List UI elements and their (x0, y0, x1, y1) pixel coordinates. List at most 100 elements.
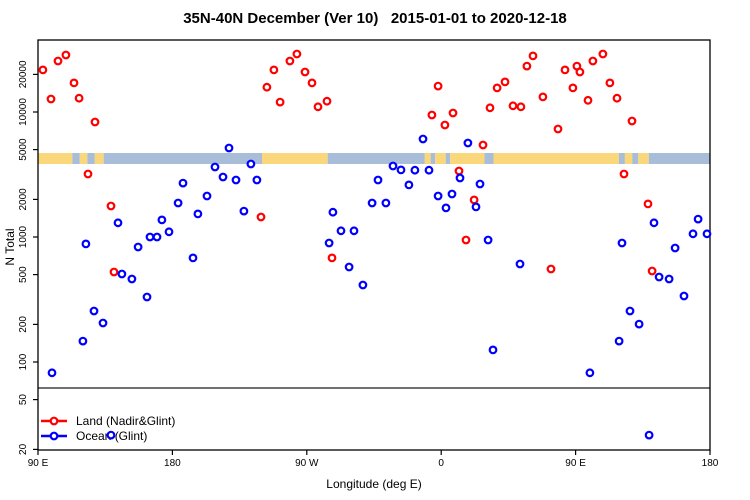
land-data-point (612, 93, 622, 103)
surface-band-land (624, 153, 633, 164)
land-data-point (322, 96, 332, 106)
ocean-data-point (488, 345, 498, 355)
y-tick-label: 50 (18, 394, 29, 406)
land-data-point (53, 56, 63, 66)
y-tick-label: 20 (18, 443, 29, 455)
land-data-point (516, 102, 526, 112)
surface-band-ocean (430, 153, 436, 164)
ocean-data-point (381, 198, 391, 208)
x-axis-label: Longitude (deg E) (326, 477, 422, 491)
land-data-point (643, 199, 653, 209)
ocean-data-point (239, 206, 249, 216)
land-data-point (83, 169, 93, 179)
land-data-point (74, 93, 84, 103)
ocean-data-point (625, 306, 635, 316)
land-data-point (448, 108, 458, 118)
land-data-point (427, 110, 437, 120)
land-data-point (285, 56, 295, 66)
ocean-data-point (388, 161, 398, 171)
land-data-point (508, 101, 518, 111)
ocean-data-point (617, 238, 627, 248)
ocean-data-point (133, 242, 143, 252)
ocean-data-point (373, 175, 383, 185)
ocean-data-point (471, 202, 481, 212)
ocean-data-point (218, 172, 228, 182)
land-data-point (300, 67, 310, 77)
ocean-data-point (152, 232, 162, 242)
land-data-point (553, 124, 563, 134)
ocean-data-point (404, 180, 414, 190)
ocean-data-point (231, 175, 241, 185)
land-data-point (90, 117, 100, 127)
ocean-data-point (157, 215, 167, 225)
surface-band-land (638, 153, 649, 164)
ocean-data-point (358, 280, 368, 290)
ocean-data-point (188, 253, 198, 263)
land-data-point (61, 50, 71, 60)
land-data-point (500, 77, 510, 87)
land-data-point (307, 78, 317, 88)
surface-band-land (262, 153, 328, 164)
surface-band-land (94, 153, 104, 164)
ocean-data-point (98, 318, 108, 328)
surface-band-land (450, 153, 485, 164)
ocean-data-point (324, 238, 334, 248)
land-data-point (627, 116, 637, 126)
surface-band-ocean (484, 153, 494, 164)
ocean-data-point (515, 259, 525, 269)
legend-item-ocean: Ocean (Glint) (40, 428, 175, 443)
land-data-point (605, 78, 615, 88)
ocean-data-point (670, 243, 680, 253)
ocean-data-point (654, 272, 664, 282)
ocean-data-point (81, 239, 91, 249)
ocean-data-point (463, 138, 473, 148)
land-data-point (46, 94, 56, 104)
ocean-data-point (367, 198, 377, 208)
land-data-point (522, 61, 532, 71)
ocean-data-point (178, 178, 188, 188)
legend: Land (Nadir&Glint) Ocean (Glint) (40, 413, 175, 443)
y-tick-label: 5000 (18, 138, 29, 161)
surface-band-land (435, 153, 446, 164)
y-tick-label: 200 (18, 316, 29, 333)
land-data-point (619, 169, 629, 179)
ocean-data-point (252, 175, 262, 185)
ocean-data-point (475, 179, 485, 189)
ocean-data-point (89, 306, 99, 316)
x-tick-label: 180 (702, 458, 719, 469)
land-data-point (647, 266, 657, 276)
ocean-data-point (634, 319, 644, 329)
ocean-data-point (396, 165, 406, 175)
land-data-point (575, 67, 585, 77)
land-data-point (528, 51, 538, 61)
land-data-point (269, 65, 279, 75)
ocean-data-point (679, 291, 689, 301)
land-data-point (546, 264, 556, 274)
surface-band-ocean (618, 153, 625, 164)
surface-band-ocean (87, 153, 95, 164)
land-data-point (492, 83, 502, 93)
legend-label-land: Land (Nadir&Glint) (76, 413, 176, 428)
ocean-data-point (410, 165, 420, 175)
ocean-data-point (117, 269, 127, 279)
y-axis-label: N Total (3, 228, 17, 266)
land-data-point (38, 65, 48, 75)
series-ocean (47, 134, 712, 440)
ocean-marker-icon (41, 431, 67, 440)
ocean-data-point (644, 430, 654, 440)
ocean-data-point (424, 165, 434, 175)
land-data-point (469, 195, 479, 205)
land-data-point (461, 235, 471, 245)
y-tick-label: 500 (18, 266, 29, 283)
ocean-data-point (336, 226, 346, 236)
land-data-point (583, 95, 593, 105)
land-data-point (292, 49, 302, 59)
land-data-point (588, 56, 598, 66)
ocean-data-point (113, 218, 123, 228)
ocean-data-point (224, 143, 234, 153)
surface-band-ocean (72, 153, 80, 164)
ocean-data-point (78, 336, 88, 346)
y-tick-label: 10000 (18, 98, 29, 126)
surface-band-ocean (648, 153, 710, 164)
land-data-point (262, 82, 272, 92)
